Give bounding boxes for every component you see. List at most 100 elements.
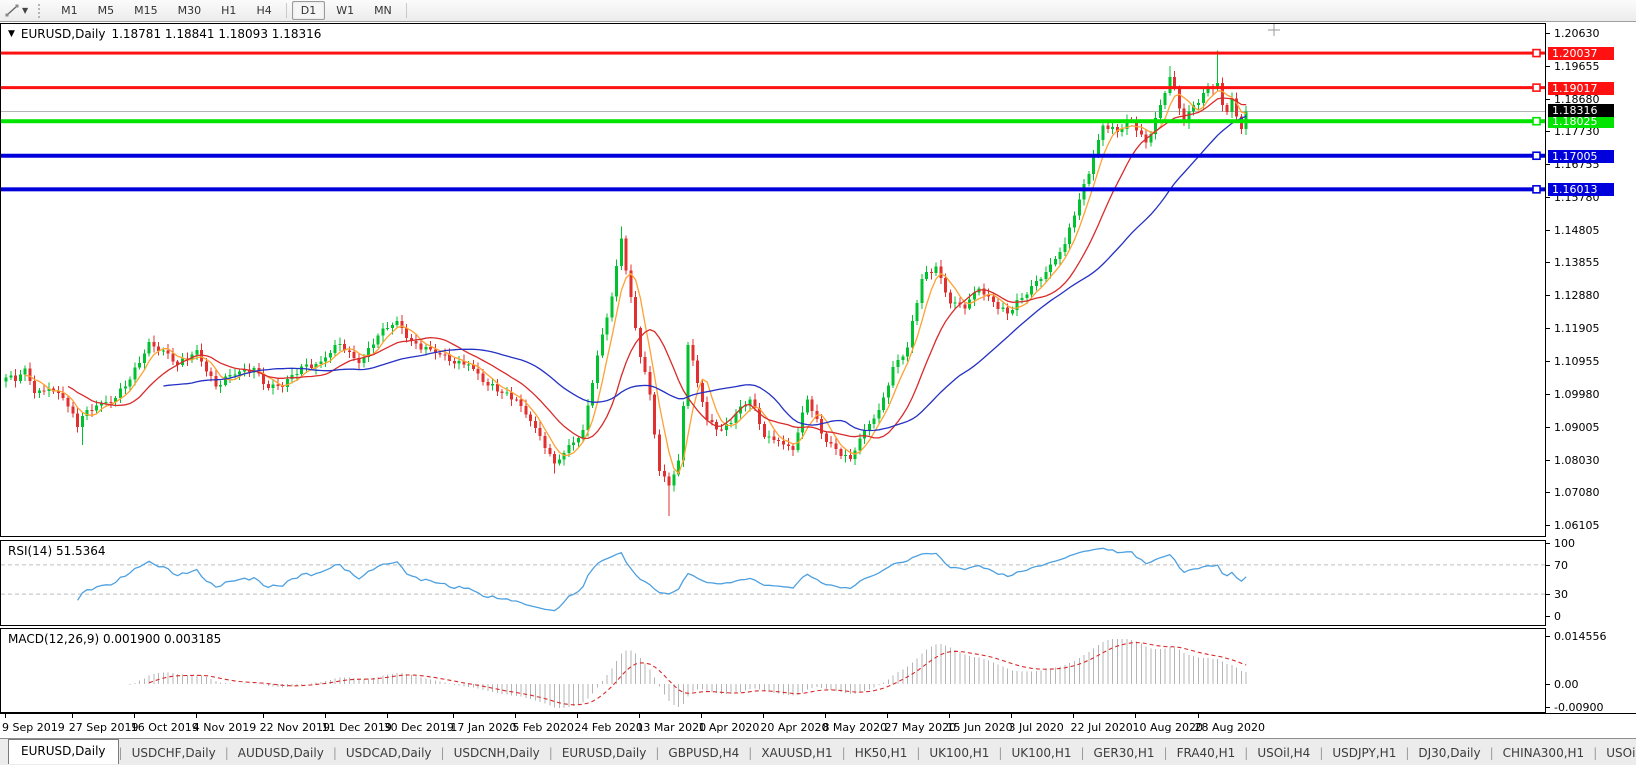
tab-separator: | — [1593, 746, 1598, 760]
axis-tick — [1546, 564, 1550, 566]
price-tick-label: 1.17730 — [1554, 125, 1600, 139]
tab-usdcad-daily[interactable]: USDCAD,Daily — [345, 746, 432, 760]
price-tick-label: 1.08030 — [1554, 453, 1600, 467]
tab-separator: | — [1319, 746, 1324, 760]
date-label: 16 Oct 2019 — [130, 721, 199, 734]
timeframe-button-d1[interactable]: D1 — [291, 1, 326, 20]
mouse-crosshair-icon — [1268, 24, 1280, 36]
tab-uk100-h1[interactable]: UK100,H1 — [929, 746, 990, 760]
timeframe-button-w1[interactable]: W1 — [336, 4, 355, 17]
date-tick — [386, 714, 388, 718]
chevron-down-icon[interactable]: ▼ — [22, 6, 29, 15]
date-label: 27 Sep 2019 — [68, 721, 139, 734]
tab-eurusd-daily[interactable]: EURUSD,Daily — [8, 739, 119, 764]
date-tick — [949, 714, 951, 718]
date-tick — [825, 714, 827, 718]
date-tick — [71, 714, 73, 718]
axis-tick — [1546, 594, 1550, 596]
timeframe-button-h4[interactable]: H4 — [256, 4, 272, 17]
macd-panel: MACD(12,26,9) 0.001900 0.003185 — [0, 628, 1546, 713]
date-label: 17 Jan 2020 — [450, 721, 517, 734]
level-price-tag: 1.16013 — [1548, 183, 1614, 197]
date-label: 27 May 2020 — [884, 721, 957, 734]
timeframe-button-mn[interactable]: MN — [374, 4, 392, 17]
axis-tick — [1546, 197, 1550, 199]
price-tick-label: 1.14805 — [1554, 224, 1600, 238]
tab-separator: | — [998, 746, 1003, 760]
tab-gbpusd-h4[interactable]: GBPUSD,H4 — [668, 746, 740, 760]
date-label: 24 Feb 2020 — [574, 721, 643, 734]
date-axis[interactable]: 9 Sep 2019 27 Sep 2019 16 Oct 2019 4 Nov 20… — [0, 713, 1636, 738]
price-axis[interactable]: 1.20630 1.19655 1.18680 1.17730 1.16755 1.157… — [1546, 23, 1636, 714]
tab-usoil-h4[interactable]: USOil,H4 — [1257, 746, 1311, 760]
toolbar-grip[interactable] — [38, 3, 45, 18]
timeframe-button-m30[interactable]: M30 — [177, 4, 202, 17]
trendline-tool-button[interactable]: ▼ — [0, 3, 32, 19]
tab-separator: | — [224, 746, 229, 760]
tab-dj30-daily[interactable]: DJ30,Daily — [1418, 746, 1481, 760]
date-tick — [701, 714, 703, 718]
axis-tick — [1546, 230, 1550, 232]
chart-ohlc: 1.18781 1.18841 1.18093 1.18316 — [111, 27, 322, 41]
axis-tick — [1546, 635, 1550, 637]
tab-usoil-h1[interactable]: USOil,H1 — [1606, 746, 1636, 760]
chart-title: ▼ EURUSD,Daily 1.18781 1.18841 1.18093 1… — [8, 27, 321, 41]
axis-tick — [1546, 33, 1550, 34]
tab-ger30-h1[interactable]: GER30,H1 — [1093, 746, 1155, 760]
current-price-tag: 1.18316 — [1548, 104, 1614, 118]
tab-uk100-h1[interactable]: UK100,H1 — [1011, 746, 1072, 760]
timeframe-button-h1[interactable]: H1 — [221, 4, 237, 17]
axis-tick — [1546, 262, 1550, 264]
tab-audusd-daily[interactable]: AUDUSD,Daily — [237, 746, 324, 760]
tab-separator: | — [841, 746, 846, 760]
price-tick-label: 1.19655 — [1554, 60, 1600, 73]
tab-separator: | — [1244, 746, 1249, 760]
trendline-tool-icon — [5, 4, 19, 16]
rsi-chart — [1, 547, 1545, 612]
tab-separator: | — [118, 746, 123, 760]
level-price-tag: 1.20037 — [1548, 47, 1614, 61]
tab-separator: | — [1163, 746, 1168, 760]
price-tick-label: 1.12880 — [1554, 289, 1600, 303]
chart-dropdown-caret[interactable]: ▼ — [8, 29, 15, 39]
tab-usdjpy-h1[interactable]: USDJPY,H1 — [1332, 746, 1397, 760]
level-price-tag: 1.18025 — [1548, 115, 1614, 129]
tab-separator: | — [548, 746, 553, 760]
timeframe-button-m15[interactable]: M15 — [134, 4, 158, 17]
date-label: 5 Feb 2020 — [512, 721, 574, 734]
price-tick-label: 1.20630 — [1554, 27, 1600, 40]
price-tick-label: 1.18680 — [1554, 93, 1600, 107]
date-label: 10 Aug 2020 — [1132, 721, 1203, 734]
price-tick-label: 1.09980 — [1554, 387, 1600, 401]
tab-xauusd-h1[interactable]: XAUUSD,H1 — [761, 746, 833, 760]
date-label: 13 Mar 2020 — [636, 721, 707, 734]
date-tick — [133, 714, 135, 718]
date-label: 11 Dec 2019 — [321, 721, 392, 734]
tab-usdcnh-daily[interactable]: USDCNH,Daily — [453, 746, 540, 760]
tab-hk50-h1[interactable]: HK50,H1 — [854, 746, 908, 760]
axis-tick — [1546, 66, 1550, 67]
date-label: 9 Sep 2019 — [2, 721, 65, 734]
date-label: 15 Jun 2020 — [946, 721, 1013, 734]
axis-tick — [1546, 524, 1550, 526]
price-tick-label: 1.09005 — [1554, 420, 1600, 434]
timeframe-button-m5[interactable]: M5 — [97, 4, 115, 17]
chart-symbol: EURUSD,Daily — [20, 27, 106, 41]
tab-usdchf-daily[interactable]: USDCHF,Daily — [131, 746, 216, 760]
date-label: 8 May 2020 — [822, 721, 888, 734]
axis-tick — [1546, 616, 1550, 617]
date-tick — [1197, 714, 1199, 718]
rsi-panel: RSI(14) 51.5364 — [0, 540, 1546, 626]
tab-separator: | — [748, 746, 753, 760]
axis-tick — [1546, 491, 1550, 493]
tab-fra40-h1[interactable]: FRA40,H1 — [1176, 746, 1236, 760]
axis-tick — [1546, 684, 1550, 685]
tab-eurusd-daily[interactable]: EURUSD,Daily — [561, 746, 647, 760]
macd-label: MACD(12,26,9) 0.001900 0.003185 — [8, 632, 222, 646]
tab-china300-h1[interactable]: CHINA300,H1 — [1502, 746, 1585, 760]
date-tick — [1135, 714, 1137, 718]
rsi-tick-label: 0 — [1554, 610, 1561, 623]
rsi-label: RSI(14) 51.5364 — [8, 544, 106, 558]
timeframe-button-m1[interactable]: M1 — [61, 4, 78, 17]
date-tick — [515, 714, 517, 718]
